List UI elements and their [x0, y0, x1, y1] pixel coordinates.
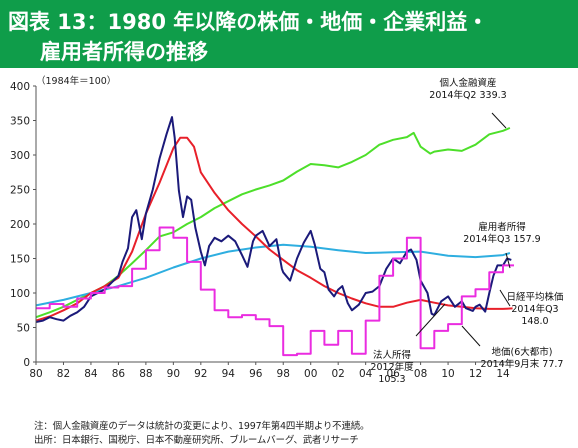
annotation-label: 地価(6大都市)	[492, 346, 553, 358]
annotation-label: 2014年Q2 339.3	[429, 89, 506, 101]
series-line	[35, 243, 511, 307]
annotation-leaders	[415, 112, 511, 347]
x-tick-label: 12	[469, 368, 482, 380]
series-group	[35, 116, 514, 357]
series-line	[35, 116, 512, 323]
x-tick-label: 96	[249, 368, 263, 380]
title-banner: 図表 13：1980 年以降の株価・地価・企業利益・ 雇用者所得の推移	[0, 0, 578, 68]
annotation-label: 個人金融資産	[439, 77, 496, 89]
y-tick-label: 350	[10, 116, 30, 128]
annotation-label: 148.0	[521, 316, 548, 327]
x-tick-label: 84	[84, 368, 98, 380]
annotation-leader	[415, 303, 446, 337]
x-tick-label: 06	[386, 368, 400, 380]
x-tick-label: 10	[441, 368, 454, 380]
x-tick-label: 98	[277, 368, 290, 380]
annotation-label: 2012年度	[370, 361, 414, 373]
y-tick-label: 200	[10, 219, 30, 231]
y-tick-label: 0	[23, 357, 30, 369]
annotation-label: 法人所得	[373, 349, 412, 361]
y-tick-label: 300	[10, 150, 30, 162]
x-tick-label: 90	[167, 368, 180, 380]
x-tick-label: 00	[304, 368, 317, 380]
x-tick-label: 88	[139, 368, 152, 380]
x-tick-label: 92	[194, 368, 207, 380]
y-tick-label: 150	[10, 254, 30, 266]
x-tick-label: 04	[359, 368, 373, 380]
annotation-leader	[461, 325, 481, 347]
x-tick-label: 82	[57, 368, 70, 380]
chart-title-line-1: 図表 13：1980 年以降の株価・地価・企業利益・	[8, 10, 489, 34]
annotation-label: 日経平均株価	[506, 291, 564, 303]
x-tick-label: 86	[112, 368, 126, 380]
y-tick-label: 250	[10, 185, 30, 197]
annotation-label: 105.3	[378, 374, 405, 385]
chart-title-line-2: 雇用者所得の推移	[40, 40, 208, 64]
line-chart: （1984年＝100） 0 50 100 150 200 250 300 350 400 80 82…	[10, 75, 564, 385]
unit-label: （1984年＝100）	[36, 75, 116, 87]
x-tick-label: 02	[331, 368, 344, 380]
footnote-note: 注：個人金融資産のデータは統計の変更により、1997年第4四半期より不連続。	[34, 421, 370, 432]
y-tick-label: 50	[17, 323, 30, 335]
y-tick-label: 100	[10, 288, 30, 300]
annotation-label: 2014年Q3 157.9	[463, 233, 540, 245]
annotation-leader	[505, 252, 511, 269]
axes: 0 50 100 150 200 250 300 350 400 80 82 84 86 88 90 92 94…	[10, 81, 514, 380]
series-line	[35, 136, 513, 322]
annotation-label: 雇用者所得	[478, 221, 526, 233]
annotation-label: 2014年9月末 77.7	[481, 358, 564, 370]
y-tick-label: 400	[10, 81, 30, 93]
x-tick-label: 94	[222, 368, 236, 380]
series-line	[36, 226, 514, 357]
x-tick-label: 14	[496, 368, 510, 380]
x-tick-label: 08	[414, 368, 427, 380]
annotation-label: 2014年Q3	[511, 303, 558, 315]
x-tick-label: 80	[29, 368, 42, 380]
footnote-source: 出所：日本銀行、国税庁、日本不動産研究所、ブルームバーグ、武者リサーチ	[34, 435, 359, 446]
annotation-leader	[491, 112, 507, 129]
annotation-leader	[499, 289, 511, 307]
